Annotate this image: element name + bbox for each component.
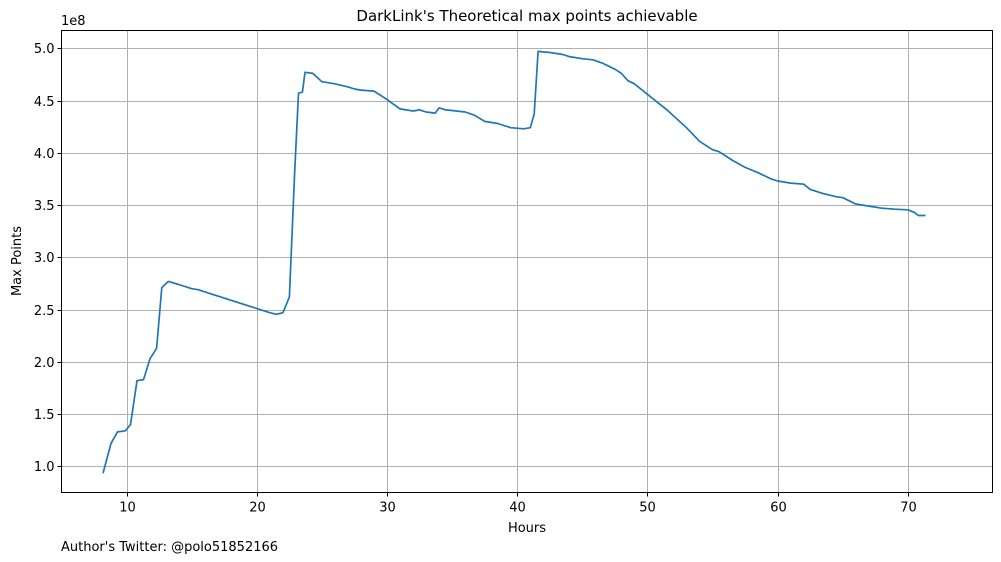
chart-title: DarkLink's Theoretical max points achiev… <box>356 7 697 25</box>
x-tick-label: 30 <box>379 501 396 516</box>
y-tick-label: 4.0 <box>34 147 55 162</box>
y-tick-label: 3.0 <box>34 251 55 266</box>
plot-frame <box>61 30 993 493</box>
x-tick-label: 50 <box>639 501 656 516</box>
y-tick-label: 5.0 <box>34 42 55 57</box>
y-tick-label: 1.5 <box>34 408 55 423</box>
x-tick-label: 10 <box>119 501 136 516</box>
x-tick-label: 20 <box>249 501 266 516</box>
y-tick-label: 4.5 <box>34 95 55 110</box>
x-axis-label: Hours <box>508 521 546 536</box>
y-tick-label: 3.5 <box>34 199 55 214</box>
x-tick-label: 60 <box>770 501 787 516</box>
series-line <box>102 50 926 474</box>
axis-ticks: 10 20 30 40 50 60 70 1.0 1.5 2.0 2.5 3.0 3.5 4.0 4.5 5.… <box>34 42 917 516</box>
grid <box>61 30 993 493</box>
author-credit: Author's Twitter: @polo51852166 <box>61 540 278 555</box>
y-axis-label: Max Points <box>10 226 25 296</box>
y-tick-label: 1.0 <box>34 460 55 475</box>
x-tick-label: 40 <box>509 501 526 516</box>
y-tick-label: 2.5 <box>34 304 55 319</box>
y-scale-label: 1e8 <box>61 14 86 29</box>
y-tick-label: 2.0 <box>34 356 55 371</box>
x-tick-label: 70 <box>900 501 917 516</box>
